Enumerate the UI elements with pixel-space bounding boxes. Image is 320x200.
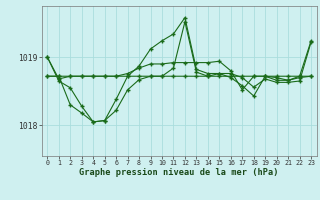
X-axis label: Graphe pression niveau de la mer (hPa): Graphe pression niveau de la mer (hPa) [79, 168, 279, 177]
